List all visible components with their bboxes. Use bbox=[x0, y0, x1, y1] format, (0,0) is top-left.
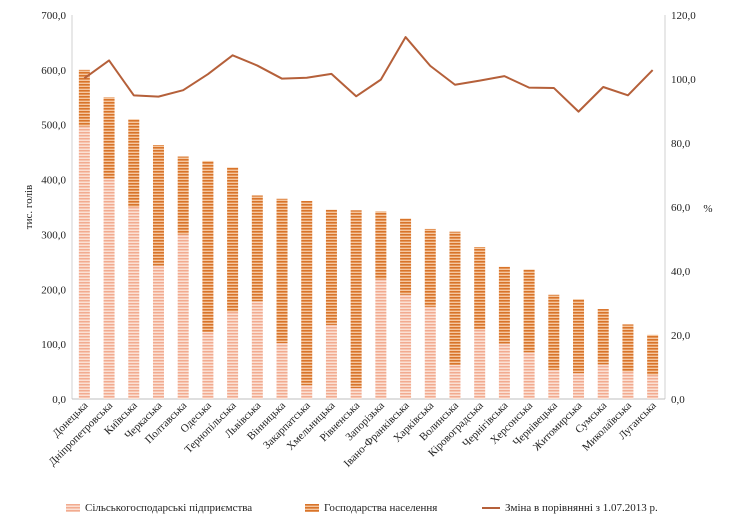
bar-enterprises bbox=[152, 265, 164, 399]
y2-tick-label: 120,0 bbox=[671, 10, 696, 22]
line-change bbox=[83, 36, 654, 113]
bar-enterprises bbox=[78, 126, 90, 400]
bar-enterprises bbox=[177, 234, 189, 399]
bar-households bbox=[424, 228, 436, 307]
line-layer bbox=[83, 36, 654, 113]
bar-enterprises bbox=[597, 364, 609, 399]
y2-tick-label: 60,0 bbox=[671, 202, 691, 214]
y-tick-label: 700,0 bbox=[41, 10, 66, 22]
bar-enterprises bbox=[350, 388, 362, 399]
bar-households bbox=[523, 269, 535, 353]
bar-enterprises bbox=[523, 352, 535, 399]
bar-households bbox=[78, 69, 90, 127]
bar-households bbox=[400, 218, 412, 295]
y-tick-label: 400,0 bbox=[41, 175, 66, 187]
bar-enterprises bbox=[424, 306, 436, 399]
bar-enterprises bbox=[227, 311, 239, 399]
bars bbox=[78, 69, 659, 400]
bar-households bbox=[128, 119, 140, 207]
bar-households bbox=[449, 231, 461, 365]
bar-households bbox=[325, 209, 337, 325]
y-axis-title: тис. голів bbox=[23, 185, 35, 229]
legend-swatch-households bbox=[305, 504, 319, 512]
y-tick-label: 300,0 bbox=[41, 229, 66, 241]
bar-enterprises bbox=[128, 207, 140, 399]
bar-enterprises bbox=[647, 374, 659, 399]
bar-households bbox=[227, 167, 239, 312]
y-tick-label: 500,0 bbox=[41, 120, 66, 132]
bar-households bbox=[498, 266, 510, 344]
y2-axis-ticks: 0,0 20,0 40,0 60,0 80,0 100,0 120,0 bbox=[671, 10, 696, 406]
bar-enterprises bbox=[202, 332, 214, 399]
bar-enterprises bbox=[498, 343, 510, 399]
y-tick-label: 200,0 bbox=[41, 284, 66, 296]
bar-households bbox=[152, 145, 164, 266]
legend-label-households: Господарства населення bbox=[324, 502, 437, 514]
legend-label-enterprises: Сільськогосподарські підприємства bbox=[85, 502, 252, 514]
y2-axis-title: % bbox=[703, 203, 712, 215]
y-axis-ticks: 0,0 100,0 200,0 300,0 400,0 500,0 600,0 700,0 bbox=[41, 10, 66, 406]
legend-label-change: Зміна в порівнянні з 1.07.2013 р. bbox=[505, 502, 658, 514]
bar-enterprises bbox=[325, 324, 337, 399]
bar-enterprises bbox=[622, 371, 634, 399]
y2-tick-label: 100,0 bbox=[671, 74, 696, 86]
bar-households bbox=[647, 334, 659, 375]
bar-enterprises bbox=[301, 385, 313, 399]
y2-tick-label: 20,0 bbox=[671, 330, 691, 342]
bar-households bbox=[177, 156, 189, 235]
y-tick-label: 100,0 bbox=[41, 339, 66, 351]
bar-households bbox=[350, 210, 362, 389]
bar-households bbox=[548, 294, 560, 370]
bar-households bbox=[276, 198, 288, 344]
legend: Сільськогосподарські підприємства Господ… bbox=[66, 502, 658, 514]
bar-enterprises bbox=[449, 364, 461, 399]
bar-households bbox=[301, 200, 313, 386]
bar-households bbox=[622, 324, 634, 372]
category-labels: ДонецькаДніпропетровськаКиївськаЧеркаськ… bbox=[46, 400, 658, 470]
bar-enterprises bbox=[251, 301, 263, 399]
bar-enterprises bbox=[276, 343, 288, 399]
bar-enterprises bbox=[375, 279, 387, 399]
y2-tick-label: 80,0 bbox=[671, 138, 691, 150]
y-tick-label: 600,0 bbox=[41, 65, 66, 77]
bar-households bbox=[573, 299, 585, 374]
bar-enterprises bbox=[573, 373, 585, 399]
bar-enterprises bbox=[103, 178, 115, 399]
y2-tick-label: 0,0 bbox=[671, 394, 685, 406]
bar-households bbox=[251, 195, 263, 302]
bar-households bbox=[474, 247, 486, 330]
y2-tick-label: 40,0 bbox=[671, 266, 691, 278]
bar-enterprises bbox=[400, 294, 412, 399]
bar-households bbox=[375, 211, 387, 280]
bar-households bbox=[597, 309, 609, 365]
plot-frame bbox=[71, 15, 666, 400]
y-tick-label: 0,0 bbox=[52, 394, 66, 406]
bar-households bbox=[202, 160, 214, 333]
bar-enterprises bbox=[474, 329, 486, 399]
bar-households bbox=[103, 97, 115, 179]
legend-swatch-enterprises bbox=[66, 504, 80, 512]
bar-enterprises bbox=[548, 369, 560, 399]
